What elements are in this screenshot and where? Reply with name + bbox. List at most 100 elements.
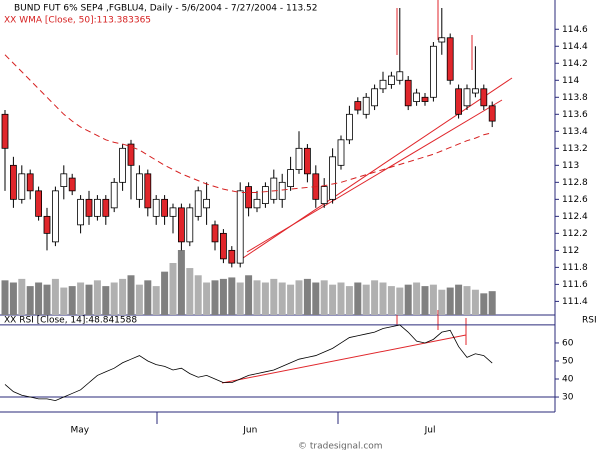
candle-body	[303, 147, 311, 175]
candle-body	[127, 143, 135, 166]
volume-bar	[278, 282, 286, 315]
volume-bar	[18, 278, 26, 315]
candle-body	[135, 173, 143, 200]
volume-bar	[236, 282, 244, 315]
candle-body	[396, 71, 404, 81]
volume-bar	[480, 293, 488, 315]
volume-bar	[85, 284, 93, 315]
candle-body	[446, 37, 454, 81]
candle-body	[228, 249, 236, 264]
volume-bar	[186, 268, 194, 315]
candle-body	[245, 186, 253, 209]
trendline	[246, 99, 503, 253]
volume-bar	[471, 289, 479, 315]
candle-body	[329, 156, 337, 200]
volume-bar	[337, 282, 345, 315]
volume-bar	[219, 278, 227, 315]
y-tick-label: 114.6	[562, 25, 588, 35]
volume-bar	[295, 280, 303, 315]
candle-body	[480, 88, 488, 107]
candle-body	[18, 173, 26, 200]
volume-bar	[60, 287, 68, 315]
candle-body	[26, 173, 34, 192]
candle-body	[287, 169, 295, 187]
volume-bar	[9, 282, 17, 315]
candle-body	[144, 173, 152, 209]
y-tick-label: 111.6	[562, 280, 588, 290]
rsi-axis-label: RSI	[582, 316, 597, 326]
volume-bar	[287, 284, 295, 315]
volume-bar	[396, 287, 404, 315]
y-tick-label: 113.6	[562, 110, 588, 120]
candle-body	[337, 139, 345, 166]
y-tick-label: 113.8	[562, 93, 588, 103]
volume-bar	[245, 275, 253, 315]
y-tick-label: 112.4	[562, 212, 588, 222]
candle-body	[169, 207, 177, 217]
volume-bar	[270, 278, 278, 315]
volume-bar	[371, 280, 379, 315]
wma-label: XX WMA [Close, 50]:113.383365	[4, 16, 151, 26]
volume-bar	[102, 286, 110, 315]
candle-body	[219, 232, 227, 260]
candle-body	[421, 96, 429, 102]
candle-body	[253, 198, 261, 209]
volume-bar	[110, 282, 118, 315]
volume-bar	[429, 284, 437, 315]
volume-bar	[169, 263, 177, 315]
volume-bar	[177, 250, 185, 315]
volume-bar	[26, 286, 34, 315]
volume-bar	[43, 284, 51, 315]
candle-body	[102, 198, 110, 217]
candle-body	[387, 75, 395, 85]
volume-bar	[35, 282, 43, 315]
y-tick-label: 113.4	[562, 127, 588, 137]
volume-bar	[203, 282, 211, 315]
candle-body	[438, 37, 446, 43]
volume-bar	[413, 282, 421, 315]
volume-bar	[152, 286, 160, 315]
candle-body	[94, 198, 101, 217]
volume-bar	[438, 289, 446, 315]
y-tick-label: 112.2	[562, 229, 588, 239]
y-tick-label: 113	[562, 161, 579, 171]
credit: © tradesignal.com	[298, 442, 383, 450]
volume-bar	[404, 284, 412, 315]
volume-bar	[329, 284, 337, 315]
volume-bar	[261, 282, 269, 315]
volume-bar	[144, 280, 152, 315]
trendline	[236, 77, 513, 263]
volume-bar	[455, 284, 463, 315]
volume-bar	[463, 286, 471, 315]
y-tick-label: 114.4	[562, 42, 588, 52]
y-tick-label: 111.8	[562, 263, 588, 273]
y-tick-label: 111.4	[562, 297, 588, 307]
candle-body	[463, 88, 471, 107]
y-tick-label: 114	[562, 76, 579, 86]
candle-body	[455, 88, 463, 115]
volume-bar	[211, 280, 219, 315]
candle-body	[177, 207, 185, 243]
annotations	[221, 0, 513, 384]
x-tick-label: Jun	[242, 426, 257, 436]
candle-body	[1, 113, 9, 149]
volume-bar	[303, 278, 311, 315]
volume-bar	[119, 278, 127, 315]
candle-body	[295, 147, 303, 170]
volume-bar	[362, 284, 370, 315]
candle-body	[9, 164, 17, 200]
candle-body	[471, 88, 479, 94]
candle-body	[35, 190, 42, 217]
candle-body	[85, 198, 93, 217]
candle-body	[362, 96, 370, 115]
chart-title: BUND FUT 6% SEP4 ,FGBLU4, Daily - 5/6/20…	[14, 4, 318, 14]
y-tick-label: 112	[562, 246, 579, 256]
volume-bar	[77, 282, 85, 315]
candle-body	[110, 181, 118, 209]
rsi-tick-label: 60	[562, 338, 574, 348]
candle-body	[43, 215, 51, 234]
candle-body	[194, 190, 202, 217]
volume-bar	[135, 284, 143, 315]
